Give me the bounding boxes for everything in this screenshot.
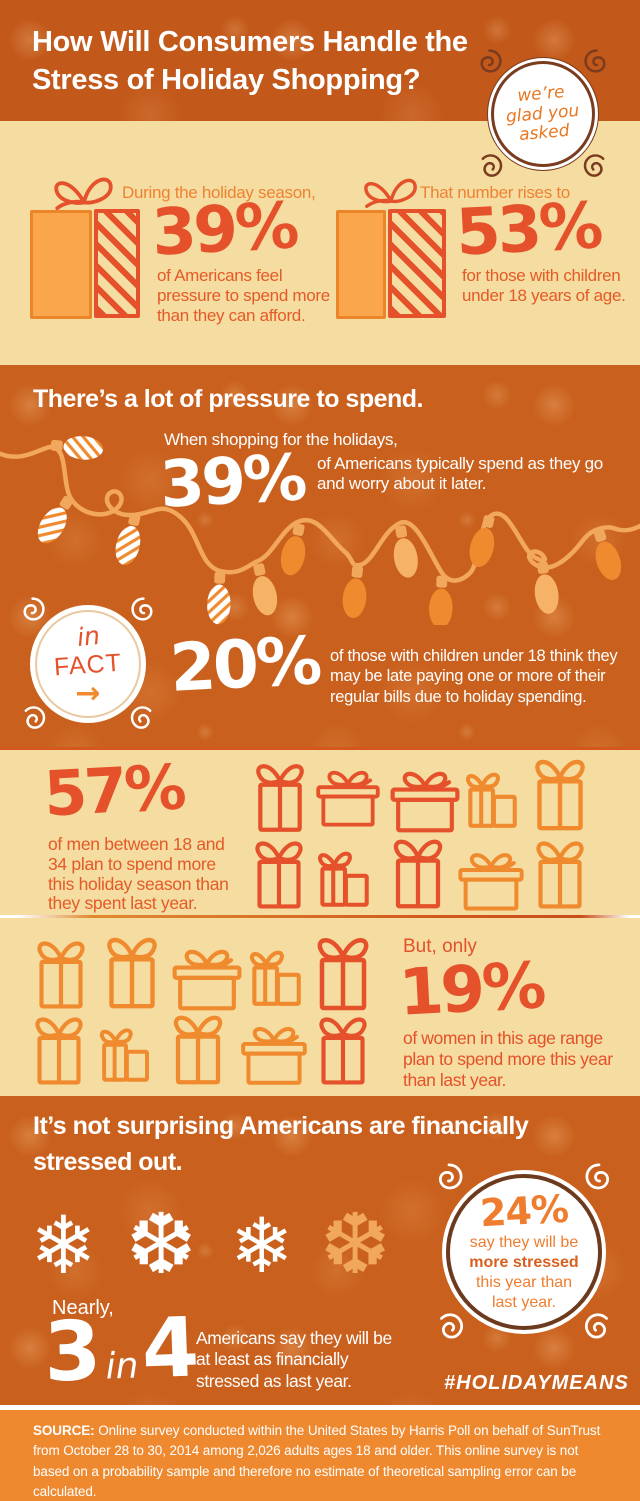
gift-icon: [250, 756, 310, 836]
spend-intro: When shopping for the holidays,: [164, 430, 398, 449]
source-note: SOURCE: Online survey conducted within t…: [33, 1421, 607, 1501]
light-cord: [0, 444, 640, 583]
light-bulb-icon: [111, 511, 148, 568]
gift-icon: [100, 930, 164, 1012]
light-bulb-icon: [530, 560, 562, 616]
spend-desc: of Americans typically spend as they go …: [317, 454, 603, 494]
stressed-badge-line1: say they will be: [469, 1233, 579, 1251]
footer-separator-line: [0, 1405, 640, 1410]
afford-right-intro: That number rises to: [420, 183, 570, 202]
page-title-line2: Stress of Holiday Shopping?: [32, 63, 421, 96]
fact-desc: of those with children under 18 think th…: [330, 647, 618, 706]
spiral-ornament-icon: [131, 597, 153, 621]
afford-left-desc: of Americans feel pressure to spend more…: [157, 266, 330, 326]
afford-left-stat: 39%: [150, 189, 299, 271]
holiday-lights-garland: [0, 435, 640, 625]
section-men-spending: [0, 747, 640, 915]
gift-icon: [316, 770, 380, 827]
snowflake-icon: ❆: [126, 1195, 197, 1293]
gift-box-striped: [388, 209, 446, 318]
section-divider-line: [18, 915, 630, 918]
gift-icon: [528, 752, 592, 834]
gift-icon: [241, 1026, 307, 1085]
gift-icon: [248, 934, 306, 1012]
spiral-ornament-icon: [480, 49, 502, 73]
snowflake-icon: ❄: [30, 1199, 98, 1292]
spiral-ornament-icon: [438, 1163, 463, 1190]
stressed-heading-line1: It’s not surprising Americans are financ…: [33, 1112, 529, 1140]
glad-you-asked-badge: we’re glad you asked: [476, 49, 610, 181]
light-bulb-icon: [49, 435, 105, 462]
more-stressed-badge: 24% say they will be more stressed this …: [433, 1163, 615, 1343]
gift-icon: [30, 934, 92, 1012]
afford-right-stat: 53%: [454, 189, 603, 271]
gift-icon: [166, 1008, 230, 1088]
arrow-right-icon: →: [75, 675, 101, 711]
light-bulb-icon: [31, 491, 80, 549]
page-title: How Will Consumers Handle the Stress of …: [32, 24, 468, 99]
women-desc: of women in this age range plan to spend…: [403, 1028, 613, 1090]
gift-icon: [312, 1010, 374, 1088]
page-title-line1: How Will Consumers Handle the: [32, 26, 468, 58]
light-bulb-icon: [465, 513, 502, 570]
ratio-in: in: [104, 1345, 140, 1388]
gift-box-solid: [336, 210, 386, 319]
women-intro: But, only: [403, 936, 477, 957]
gift-icon: [388, 758, 462, 836]
light-bulb-icon: [246, 561, 281, 618]
gift-icon: [316, 836, 374, 912]
light-bulb-icon: [587, 526, 626, 584]
light-bulb-icon: [428, 575, 454, 625]
stressed-badge-line2: more stressed: [469, 1253, 579, 1271]
pressure-heading-text: There’s a lot of pressure to spend.: [33, 385, 424, 413]
badge-text-line3: asked: [518, 120, 571, 145]
fact-badge-in: in: [75, 620, 101, 652]
in-fact-badge: in FACT →: [19, 597, 157, 733]
snowflake-icon: ❆: [320, 1195, 391, 1293]
stressed-badge-line4: last year.: [491, 1293, 556, 1311]
light-bulb-icon: [277, 521, 312, 578]
spiral-ornament-icon: [23, 597, 45, 621]
source-text: Online survey conducted within the Unite…: [33, 1423, 601, 1499]
gift-icon: [170, 936, 244, 1014]
gift-box-striped: [94, 209, 140, 318]
stressed-badge-line3: this year than: [475, 1273, 573, 1291]
spiral-ornament-icon: [585, 1163, 610, 1190]
afford-left-intro: During the holiday season,: [122, 183, 316, 202]
light-bulb-icon: [206, 571, 232, 625]
source-label: SOURCE:: [33, 1423, 95, 1438]
nearly-label: Nearly,: [52, 1297, 114, 1319]
gift-icon: [248, 834, 310, 912]
gift-icon: [310, 930, 376, 1014]
gift-icon: [464, 756, 522, 834]
gift-box-solid: [30, 210, 92, 319]
stressed-desc: Americans say they will be at least as f…: [196, 1328, 392, 1391]
light-bulb-icon: [340, 564, 370, 620]
bow-icon: [54, 177, 113, 210]
snowflake-icon: ❄: [230, 1201, 294, 1290]
gift-icon: [28, 1010, 90, 1088]
ratio-stat: 3 in 4: [42, 1300, 201, 1401]
gift-icon: [386, 832, 450, 912]
bow-icon: [364, 178, 417, 208]
men-desc: of men between 18 and 34 plan to spend m…: [48, 834, 229, 914]
afford-right-desc: for those with children under 18 years o…: [462, 266, 626, 306]
gift-icon: [458, 853, 524, 911]
stressed-badge-stat: 24%: [478, 1186, 570, 1235]
ratio-big1: 3: [42, 1303, 103, 1401]
men-stat: 57%: [42, 750, 186, 831]
stressed-heading: It’s not surprising Americans are financ…: [33, 1108, 529, 1181]
fact-badge-fact: FACT: [53, 648, 123, 681]
ratio-big2: 4: [140, 1300, 201, 1398]
pressure-heading: There’s a lot of pressure to spend.: [33, 381, 424, 417]
gift-icon: [99, 1028, 149, 1082]
hashtag: #HOLIDAYMEANS: [444, 1372, 629, 1394]
women-stat: 19%: [397, 949, 546, 1031]
stressed-heading-line2: stressed out.: [33, 1148, 183, 1177]
fact-stat: 20%: [168, 622, 321, 707]
gift-icon: [530, 834, 590, 912]
spiral-ornament-icon: [584, 49, 606, 73]
section-footer: [0, 1410, 640, 1501]
